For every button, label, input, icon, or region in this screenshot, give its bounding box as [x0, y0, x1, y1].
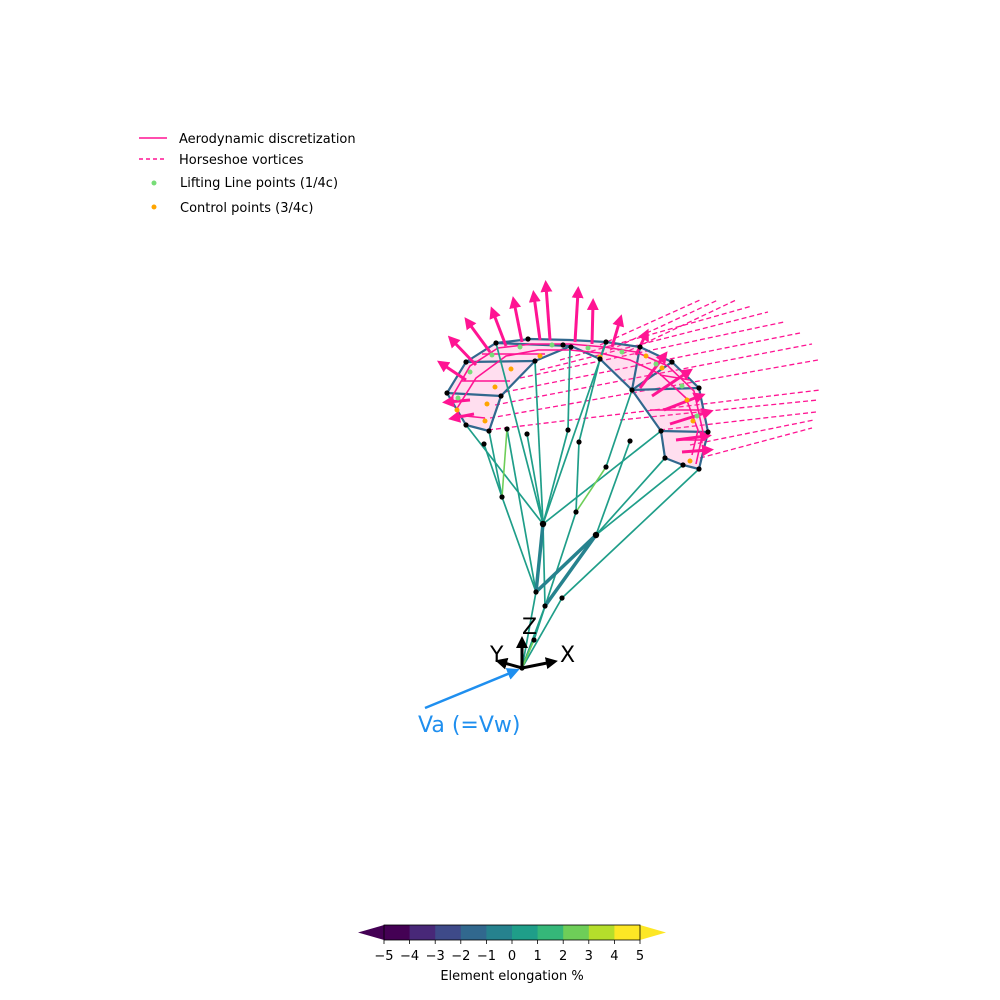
wind-label: Va (=Vw) [418, 713, 520, 738]
colorbar-tick-label: 1 [533, 949, 541, 964]
colorbar-over-extension [640, 925, 666, 940]
colorbar-segment [460, 925, 487, 940]
colorbar-tick-label: 2 [559, 949, 567, 964]
reference-axes: Z Y X [489, 615, 575, 670]
legend-horseshoe-label: Horseshoe vortices [179, 153, 304, 168]
bridle-lines-light [501, 428, 607, 669]
colorbar-tick-label: −1 [477, 949, 496, 964]
colorbar-tick-label: −2 [451, 949, 470, 964]
wind-arrow [424, 668, 520, 710]
colorbar-segment [588, 925, 615, 940]
lifting-line-points [455, 342, 700, 419]
legend-control-points-label: Control points (3/4c) [180, 201, 313, 216]
legend-control-points-marker [151, 204, 157, 210]
colorbar-segment [614, 925, 641, 940]
canopy-panels [447, 339, 708, 469]
colorbar-segment [435, 925, 462, 940]
colorbar-tick-label: 0 [508, 949, 516, 964]
colorbar-segment [409, 925, 436, 940]
aero-discretization [451, 343, 706, 465]
colorbar-segment [512, 925, 539, 940]
y-axis-arrow [495, 657, 523, 670]
colorbar-segment [563, 925, 590, 940]
structure-nodes [444, 336, 711, 671]
legend-aero-label: Aerodynamic discretization [179, 132, 356, 147]
apparent-wind: Va (=Vw) [418, 668, 520, 738]
z-axis-label: Z [522, 615, 537, 640]
y-axis-label: Y [489, 643, 504, 668]
colorbar-tick-label: −3 [426, 949, 445, 964]
colorbar-segment [384, 925, 411, 940]
colorbar-segment [537, 925, 564, 940]
colorbar-tick-label: 5 [636, 949, 644, 964]
colorbar: −5 −4 −3 −2 −1 0 1 2 3 4 5 Element elongation % [358, 924, 666, 984]
legend-lifting-line-label: Lifting Line points (1/4c) [180, 176, 338, 191]
bridle-lines-main [534, 523, 598, 608]
colorbar-label: Element elongation % [440, 969, 583, 984]
legend-lifting-line-marker [151, 180, 157, 186]
colorbar-tick-label: 4 [610, 949, 618, 964]
colorbar-segment [486, 925, 513, 940]
legend: Aerodynamic discretization Horseshoe vor… [139, 132, 356, 216]
colorbar-tick-label: −4 [400, 949, 419, 964]
x-axis-arrow [521, 657, 558, 670]
colorbar-under-extension [358, 925, 384, 940]
x-axis-label: X [560, 643, 575, 668]
lift-force-arrows [437, 280, 714, 457]
colorbar-tick-label: −5 [374, 949, 393, 964]
colorbar-tick-label: 3 [585, 949, 593, 964]
